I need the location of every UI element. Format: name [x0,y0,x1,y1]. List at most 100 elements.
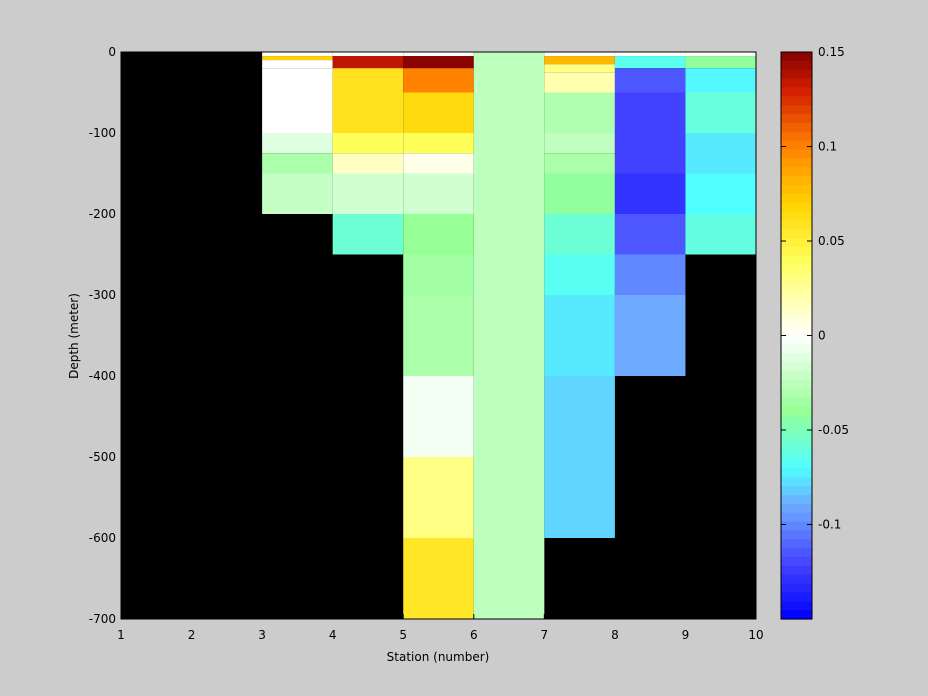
heatmap-cell [403,457,474,538]
heatmap-cell [685,56,756,69]
colorbar-band [781,131,812,142]
heatmap-cell [403,538,474,619]
colorbar-band [781,96,812,106]
heatmap-cell [262,68,333,133]
heatmap-cell [614,56,686,69]
heatmap-cell [262,173,333,214]
colorbar-band [781,114,812,124]
colorbar-band [781,220,812,230]
y-axis-label: Depth (meter) [67,293,81,379]
colorbar-band [781,300,812,310]
colorbar-band [781,415,812,425]
colorbar-band [781,362,812,372]
colorbar-band [781,574,812,585]
colorbar-band [781,512,812,523]
axes-box [120,51,757,620]
colorbar-band [781,140,812,151]
heatmap-cell [332,56,404,69]
colorbar-band [781,503,812,514]
x-tick-label: 2 [188,628,196,642]
heatmap-cell [685,68,756,93]
heatmap-cell [262,133,333,154]
y-tick-label: -700 [89,612,116,626]
colorbar-band [781,379,812,390]
heatmap-cell [685,173,756,214]
heatmap-cell [614,295,686,376]
colorbar-band [781,335,812,345]
colorbar-band [781,184,812,195]
heatmap-cell [614,173,686,214]
heatmap-cell [403,133,474,154]
colorbar-band [781,344,812,354]
colorbar-band [781,521,812,532]
colorbar-band [781,229,812,239]
heatmap-cell [685,52,756,57]
y-tick-label: 0 [108,45,116,59]
heatmap-cell [262,56,333,61]
heatmap-cell [262,153,333,174]
colorbar-band [781,176,812,186]
heatmap-cell [544,295,615,376]
colorbar-band [781,494,812,505]
heatmap-cell [544,64,615,73]
colorbar-band [781,610,812,620]
heatmap-cell [614,68,686,93]
colorbar-band [781,406,812,416]
colorbar-band [781,246,812,257]
heatmap-cell [544,254,615,295]
heatmap-cell [332,68,404,133]
colorbar: 0.15 0.1 0.05 0 -0.05 -0.1 [780,45,849,620]
colorbar-band [781,397,812,407]
heatmap-cell [403,56,474,69]
heatmap-cell [403,254,474,295]
x-tick-label: 5 [399,628,407,642]
colorbar-tick-label: 0.05 [818,234,845,248]
colorbar-band [781,122,812,133]
x-tick-label: 4 [329,628,337,642]
heatmap-cell [403,214,474,255]
colorbar-tick-label: 0.1 [818,140,837,154]
colorbar-band [781,167,812,177]
heatmap-cell [403,295,474,376]
colorbar-band [781,556,812,567]
heatmap-cell [544,173,615,214]
heatmap-cell [544,72,615,93]
heatmap-cell [685,214,756,255]
x-tick-label: 6 [470,628,478,642]
heatmap-cell [473,52,545,619]
colorbar-band [781,87,812,97]
colorbar-band [781,477,812,487]
x-tick-label: 1 [117,628,125,642]
colorbar-band [781,486,812,496]
heatmap-cell [403,173,474,214]
y-tick-label: -400 [89,369,116,383]
colorbar-band [781,468,812,478]
y-tick-label: -200 [89,207,116,221]
colorbar-band [781,548,812,558]
colorbar-band [781,432,812,443]
colorbar-band [781,424,812,434]
colorbar-band [781,193,812,204]
heatmap-cell [332,133,404,154]
colorbar-band [781,308,812,319]
heatmap-cell [332,52,404,57]
colorbar-band [781,601,812,611]
y-tick-label: -100 [89,126,116,140]
colorbar-band [781,370,812,381]
colorbar-band [781,273,812,283]
heatmap-cell [262,52,333,57]
heatmap-cell [614,52,686,57]
colorbar-band [781,317,812,328]
heatmap-cell [544,52,615,57]
x-axis-label: Station (number) [387,650,490,664]
colorbar-band [781,592,812,602]
colorbar-band [781,441,812,452]
heatmap-cell [332,214,404,255]
x-tick-label: 3 [258,628,266,642]
heatmap-cell [403,153,474,174]
x-tick-label: 9 [682,628,690,642]
heatmap-cell [403,92,474,133]
colorbar-band [781,530,812,540]
y-tick-label: -300 [89,288,116,302]
x-tick-label: 7 [541,628,549,642]
